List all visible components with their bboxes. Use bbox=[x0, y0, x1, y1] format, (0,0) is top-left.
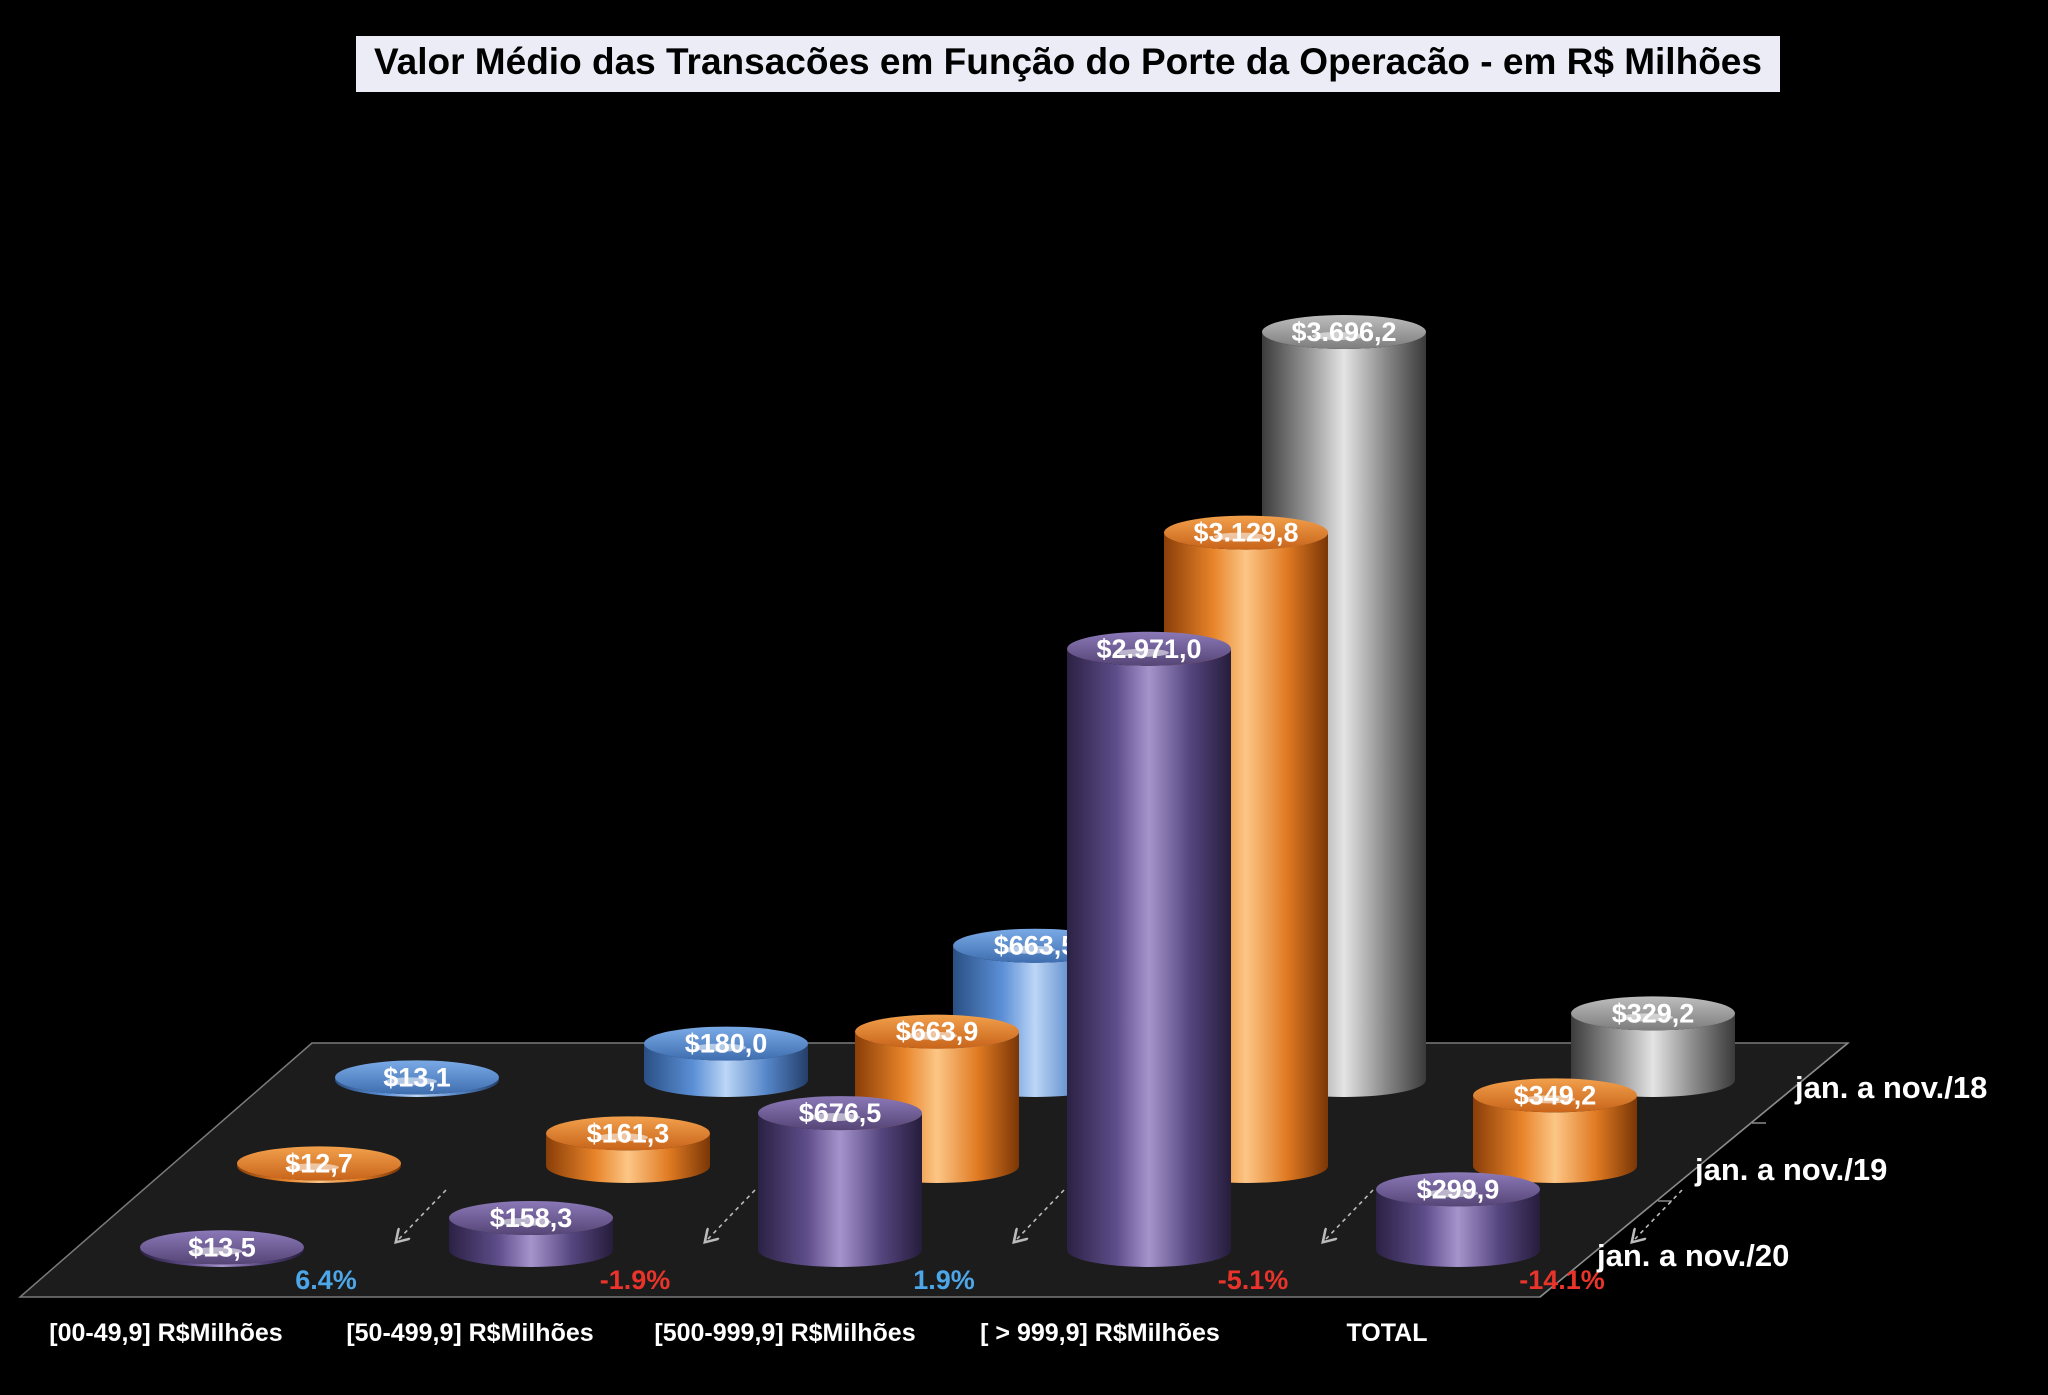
bar-jan-a-nov-20-4-shine bbox=[1117, 648, 1169, 657]
bar-jan-a-nov-19-5: $349,2 bbox=[1473, 1078, 1637, 1183]
variation-arrow-5 bbox=[1634, 1189, 1683, 1240]
bar-jan-a-nov-18-1-top bbox=[335, 1060, 499, 1095]
bar-jan-a-nov-20-2-shine bbox=[499, 1217, 551, 1226]
bar-jan-a-nov-18-5-value-label: $329,2 bbox=[1612, 998, 1695, 1028]
bar-jan-a-nov-19-4-top bbox=[1164, 515, 1328, 550]
bar-jan-a-nov-20-3-body bbox=[758, 1113, 922, 1267]
chart-title: Valor Médio das Transacões em Função do … bbox=[374, 41, 1762, 82]
category-label-3: [500-999,9] R$Milhões bbox=[654, 1319, 915, 1347]
bar-jan-a-nov-20-2-body bbox=[449, 1217, 613, 1267]
category-axis-labels: [00-49,9] R$Milhões [50-499,9] R$Milhões [… bbox=[49, 1319, 1427, 1347]
bars-group: $13,1 $180,0 $663,5 $3.696,2 $329,2 $12,7 $161… bbox=[140, 315, 1735, 1267]
bar-jan-a-nov-19-2-body bbox=[546, 1133, 710, 1183]
bar-jan-a-nov-20-3: $676,5 bbox=[758, 1096, 922, 1267]
bar-jan-a-nov-19-3-value-label: $663,9 bbox=[896, 1017, 979, 1047]
variation-arrows bbox=[398, 1189, 1683, 1240]
bar-jan-a-nov-18-1-body bbox=[335, 1077, 499, 1097]
variation-label-3: 1.9% bbox=[913, 1265, 975, 1295]
bar-jan-a-nov-20-1-top bbox=[140, 1230, 304, 1265]
bar-jan-a-nov-19-4-value-label: $3.129,8 bbox=[1193, 518, 1298, 548]
bar-jan-a-nov-19-4-shine bbox=[1214, 532, 1266, 541]
bar-jan-a-nov-18-4-top bbox=[1262, 315, 1426, 349]
category-label-1: [00-49,9] R$Milhões bbox=[49, 1319, 282, 1347]
bar-jan-a-nov-20-1-value-label: $13,5 bbox=[188, 1232, 256, 1262]
bar-jan-a-nov-19-1: $12,7 bbox=[237, 1146, 401, 1183]
bar-jan-a-nov-18-2-body bbox=[644, 1043, 808, 1097]
bar-jan-a-nov-19-2-top bbox=[546, 1116, 710, 1151]
variation-arrow-3 bbox=[1016, 1189, 1065, 1240]
bar-jan-a-nov-20-2-value-label: $158,3 bbox=[490, 1203, 573, 1233]
bar-jan-a-nov-20-3-top bbox=[758, 1096, 922, 1131]
bar-jan-a-nov-18-2-top bbox=[644, 1026, 808, 1061]
bar-jan-a-nov-18-3-shine bbox=[1003, 945, 1055, 954]
bar-jan-a-nov-18-3-value-label: $663,5 bbox=[994, 931, 1077, 961]
bar-jan-a-nov-19-1-value-label: $12,7 bbox=[285, 1148, 353, 1178]
bar-jan-a-nov-20-5-value-label: $299,9 bbox=[1417, 1174, 1500, 1204]
bar-jan-a-nov-20-4-value-label: $2.971,0 bbox=[1096, 634, 1201, 664]
bar-jan-a-nov-20-1-shine bbox=[190, 1247, 242, 1256]
bar-jan-a-nov-19-2: $161,3 bbox=[546, 1116, 710, 1183]
bar-jan-a-nov-20-3-value-label: $676,5 bbox=[799, 1098, 882, 1128]
bar-jan-a-nov-18-5: $329,2 bbox=[1571, 996, 1735, 1097]
variation-arrow-1 bbox=[398, 1189, 447, 1240]
bar-jan-a-nov-19-1-top bbox=[237, 1146, 401, 1181]
bar-jan-a-nov-20-2-top bbox=[449, 1200, 613, 1235]
variation-label-1: 6.4% bbox=[295, 1265, 357, 1295]
bar-jan-a-nov-18-1: $13,1 bbox=[335, 1060, 499, 1097]
bar-jan-a-nov-18-5-top bbox=[1571, 996, 1735, 1031]
bar-jan-a-nov-20-4-top bbox=[1067, 631, 1231, 666]
series-label-jan-a-nov-18: jan. a nov./18 bbox=[1794, 1070, 1987, 1105]
bar-jan-a-nov-18-2: $180,0 bbox=[644, 1026, 808, 1097]
depth-axis-line bbox=[1539, 1042, 1849, 1298]
depth-axis-ticks bbox=[1658, 1122, 1766, 1202]
bar-jan-a-nov-20-5-shine bbox=[1426, 1189, 1478, 1198]
series-axis-labels: jan. a nov./18 jan. a nov./19 jan. a nov./… bbox=[1596, 1070, 1987, 1273]
bar-jan-a-nov-19-2-value-label: $161,3 bbox=[587, 1118, 670, 1148]
bar-jan-a-nov-20-1-body bbox=[140, 1247, 304, 1267]
bar-jan-a-nov-18-1-value-label: $13,1 bbox=[383, 1062, 451, 1092]
bar-jan-a-nov-18-2-value-label: $180,0 bbox=[685, 1029, 768, 1059]
bar-jan-a-nov-19-3-shine bbox=[905, 1031, 957, 1040]
bar-jan-a-nov-18-1-shine bbox=[385, 1077, 437, 1086]
variation-label-2: -1.9% bbox=[600, 1265, 671, 1295]
category-label-4: [ > 999,9] R$Milhões bbox=[980, 1319, 1220, 1347]
bar-jan-a-nov-18-4-shine bbox=[1312, 332, 1364, 340]
bar-jan-a-nov-20-4-body bbox=[1067, 648, 1231, 1267]
variation-labels: 6.4% -1.9% 1.9% -5.1% -14.1% bbox=[295, 1265, 1605, 1295]
bar-jan-a-nov-19-5-top bbox=[1473, 1078, 1637, 1113]
variation-label-4: -5.1% bbox=[1218, 1265, 1289, 1295]
bar-jan-a-nov-18-5-body bbox=[1571, 1013, 1735, 1097]
bar-jan-a-nov-19-5-shine bbox=[1523, 1095, 1575, 1104]
bar-jan-a-nov-20-5-body bbox=[1376, 1189, 1540, 1267]
bar-jan-a-nov-20-5-top bbox=[1376, 1172, 1540, 1207]
bar-jan-a-nov-19-1-shine bbox=[287, 1163, 339, 1172]
bar-jan-a-nov-19-5-value-label: $349,2 bbox=[1514, 1080, 1597, 1110]
bar-jan-a-nov-19-5-body bbox=[1473, 1095, 1637, 1183]
variation-label-5: -14.1% bbox=[1519, 1265, 1605, 1295]
series-label-jan-a-nov-20: jan. a nov./20 bbox=[1596, 1238, 1789, 1273]
chart-title-box bbox=[356, 36, 1780, 92]
bar-jan-a-nov-20-2: $158,3 bbox=[449, 1200, 613, 1267]
bar-jan-a-nov-18-2-shine bbox=[694, 1043, 746, 1052]
bar-jan-a-nov-20-1: $13,5 bbox=[140, 1230, 304, 1267]
bar-jan-a-nov-20-3-shine bbox=[808, 1113, 860, 1122]
variation-arrow-2 bbox=[707, 1189, 756, 1240]
variation-arrow-4 bbox=[1325, 1189, 1374, 1240]
category-label-5: TOTAL bbox=[1346, 1319, 1427, 1347]
category-label-2: [50-499,9] R$Milhões bbox=[346, 1319, 593, 1347]
bar-jan-a-nov-19-2-shine bbox=[596, 1133, 648, 1142]
bar-jan-a-nov-18-5-shine bbox=[1621, 1013, 1673, 1022]
bar-jan-a-nov-20-5: $299,9 bbox=[1376, 1172, 1540, 1267]
bar-jan-a-nov-20-4: $2.971,0 bbox=[1067, 631, 1231, 1267]
series-label-jan-a-nov-19: jan. a nov./19 bbox=[1694, 1152, 1887, 1187]
bar-jan-a-nov-19-3-top bbox=[855, 1014, 1019, 1049]
bar-jan-a-nov-18-4-value-label: $3.696,2 bbox=[1291, 317, 1396, 347]
